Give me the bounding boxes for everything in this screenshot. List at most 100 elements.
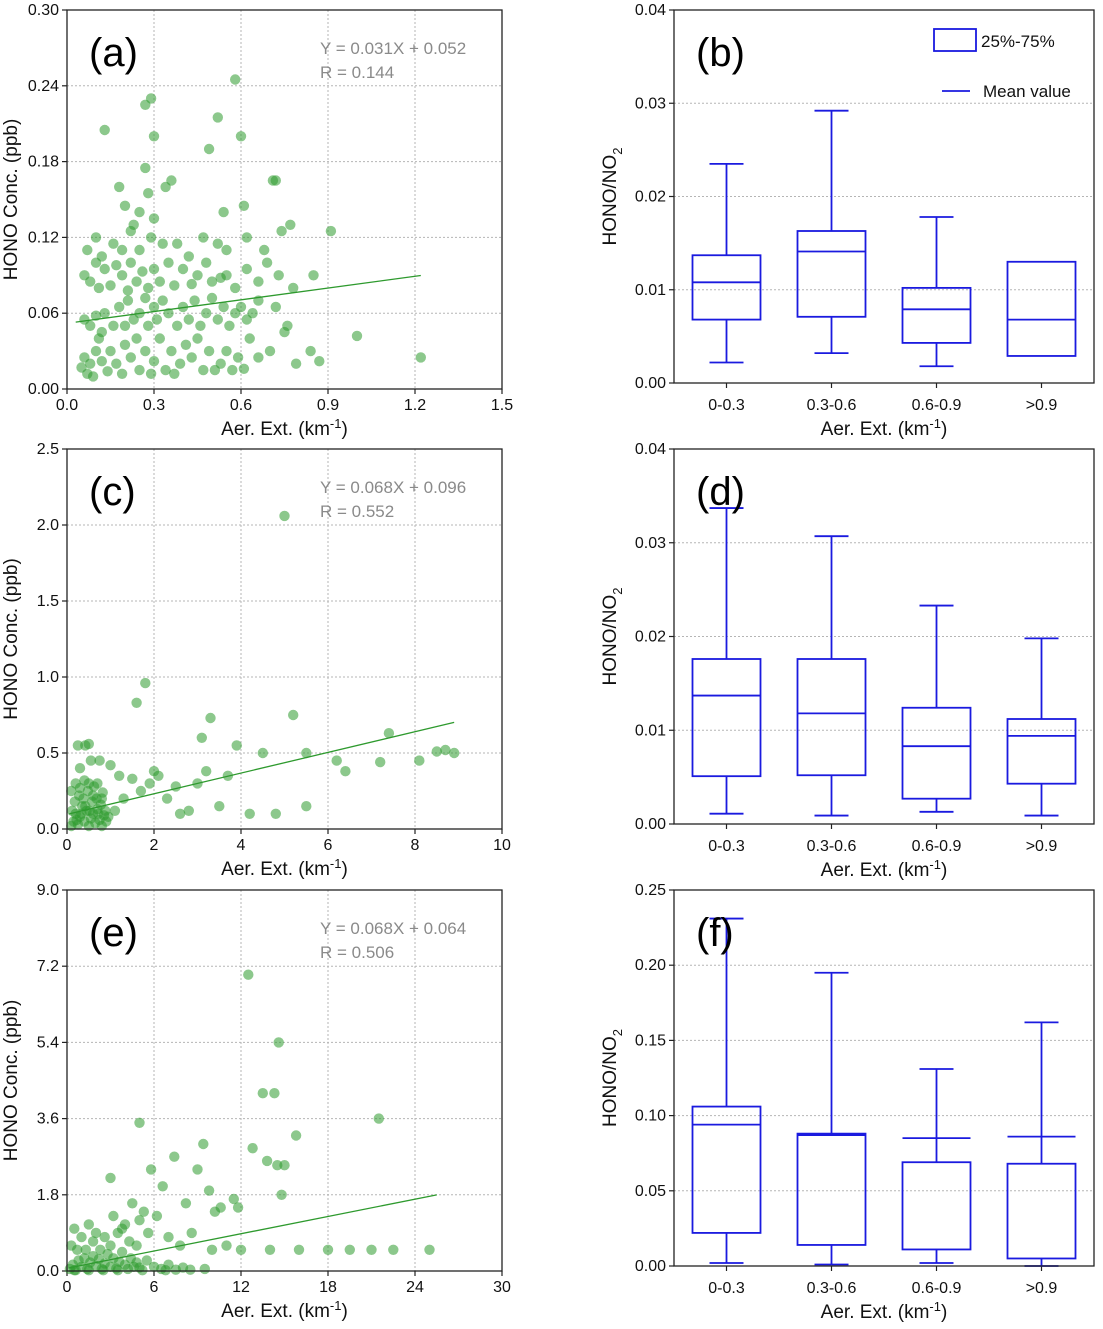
panel-label: (a) xyxy=(89,31,138,75)
box-0-0.3 xyxy=(691,917,762,1264)
x-tick-label: 6 xyxy=(324,837,333,854)
panel-c: 0 2 4 6 8 10 0.0 0.5 1.0 1.5 2.0 2.5 Y = 0.068X + 0.… xyxy=(1,441,511,880)
scatter-point xyxy=(192,333,203,344)
iqr-box xyxy=(796,230,867,318)
x-tick-label: 0.6 xyxy=(230,397,252,414)
scatter-point xyxy=(151,314,163,325)
scatter-point xyxy=(169,1151,180,1162)
scatter-point xyxy=(90,345,102,357)
scatter-point xyxy=(112,1265,124,1276)
scatter-point xyxy=(196,732,207,743)
y-tick-label: 0.00 xyxy=(28,381,59,398)
scatter-point xyxy=(148,263,160,275)
scatter-point xyxy=(257,1088,268,1099)
scatter-point xyxy=(183,314,194,325)
scatter-point xyxy=(163,1231,174,1243)
x-axis-label: Aer. Ext. (km-1) xyxy=(221,416,348,440)
y-axis-label: HONO/NO2 xyxy=(600,587,625,685)
scatter-point xyxy=(232,1202,244,1213)
scatter-point xyxy=(74,782,86,794)
y-tick-label: 5.4 xyxy=(37,1034,59,1051)
scatter-point xyxy=(108,238,119,249)
scatter-point xyxy=(186,278,197,290)
box->0.9 xyxy=(1006,260,1077,357)
correlation-coefficient: R = 0.506 xyxy=(320,943,394,962)
scatter-point xyxy=(105,1240,116,1251)
box-0.6-0.9 xyxy=(901,604,972,813)
scatter-point xyxy=(157,238,168,249)
scatter-point xyxy=(227,364,238,376)
scatter-point xyxy=(314,356,325,367)
scatter-point xyxy=(232,352,244,363)
scatter-point xyxy=(160,364,171,376)
scatter-point xyxy=(128,219,139,230)
iqr-box xyxy=(901,286,972,344)
scatter-point xyxy=(322,1244,334,1256)
iqr-box xyxy=(691,658,762,778)
scatter-point xyxy=(273,270,284,281)
scatter-point xyxy=(122,295,134,306)
x-axis-label: Aer. Ext. (km-1) xyxy=(821,857,948,881)
scatter-point xyxy=(85,358,96,369)
scatter-point xyxy=(98,1265,109,1276)
y-tick-label: 0.01 xyxy=(635,282,666,299)
panel-b: 0-0.3 0.3-0.6 0.6-0.9 >0.9 0.00 0.01 0.02 0.03 0… xyxy=(600,2,1095,440)
scatter-point xyxy=(87,371,99,382)
y-tick-label: 0.00 xyxy=(635,816,666,833)
scatter-point xyxy=(157,1181,168,1192)
legend-box-swatch xyxy=(933,28,977,52)
scatter-point xyxy=(169,280,180,291)
y-tick-label: 1.8 xyxy=(37,1187,59,1204)
y-tick-label: 0.30 xyxy=(28,2,59,19)
category-label: 0.3-0.6 xyxy=(807,397,857,414)
scatter-point xyxy=(276,1189,287,1201)
scatter-point xyxy=(131,697,142,708)
y-tick-label: 0.5 xyxy=(37,745,59,762)
scatter-point xyxy=(143,1227,154,1239)
scatter-point xyxy=(137,266,148,277)
scatter-point xyxy=(189,295,200,306)
x-tick-label: 4 xyxy=(237,837,246,854)
y-tick-label: 0.15 xyxy=(635,1032,666,1049)
scatter-point xyxy=(177,263,189,275)
y-tick-label: 0.10 xyxy=(635,1108,666,1125)
x-tick-label: 2 xyxy=(150,837,159,854)
scatter-point xyxy=(116,270,128,281)
scatter-point xyxy=(206,276,218,287)
scatter-point xyxy=(116,368,128,379)
scatter-point xyxy=(99,263,110,275)
scatter-point xyxy=(111,260,122,271)
scatter-point xyxy=(116,1246,128,1258)
x-tick-label: 8 xyxy=(411,837,420,854)
plot-frame xyxy=(673,9,1095,384)
scatter-point xyxy=(119,320,131,331)
y-tick-label: 0.12 xyxy=(28,229,59,246)
box-0.3-0.6 xyxy=(796,109,867,355)
scatter-point xyxy=(235,131,247,142)
scatter-point xyxy=(244,333,255,344)
scatter-point xyxy=(145,1164,157,1175)
y-tick-label: 0.05 xyxy=(635,1183,666,1200)
scatter-point xyxy=(206,1244,218,1256)
scatter-point xyxy=(125,257,136,268)
iqr-box xyxy=(1006,718,1077,785)
scatter-point xyxy=(127,773,138,784)
scatter-point xyxy=(119,200,131,211)
scatter-point xyxy=(72,1244,83,1256)
plot-frame xyxy=(66,9,503,390)
scatter-point xyxy=(114,181,125,193)
scatter-point xyxy=(131,333,142,344)
scatter-point xyxy=(270,175,281,186)
scatter-point xyxy=(82,244,93,256)
scatter-point xyxy=(261,1155,273,1167)
scatter-point xyxy=(440,744,451,756)
scatter-point xyxy=(114,770,125,781)
panel-e: 0 6 12 18 24 30 0.0 1.8 3.6 5.4 7.2 9.0 Y = 0.068X +… xyxy=(1,882,511,1322)
scatter-point xyxy=(140,162,151,174)
y-tick-label: 7.2 xyxy=(37,958,59,975)
iqr-box xyxy=(1006,260,1077,357)
scatter-point xyxy=(230,74,241,85)
plot-frame xyxy=(66,448,503,830)
scatter-point xyxy=(143,282,154,294)
y-tick-label: 2.5 xyxy=(37,441,59,458)
